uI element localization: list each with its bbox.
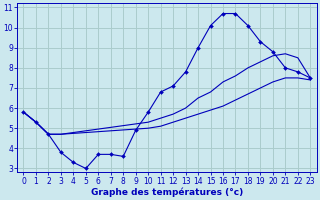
X-axis label: Graphe des températures (°c): Graphe des températures (°c) (91, 187, 243, 197)
